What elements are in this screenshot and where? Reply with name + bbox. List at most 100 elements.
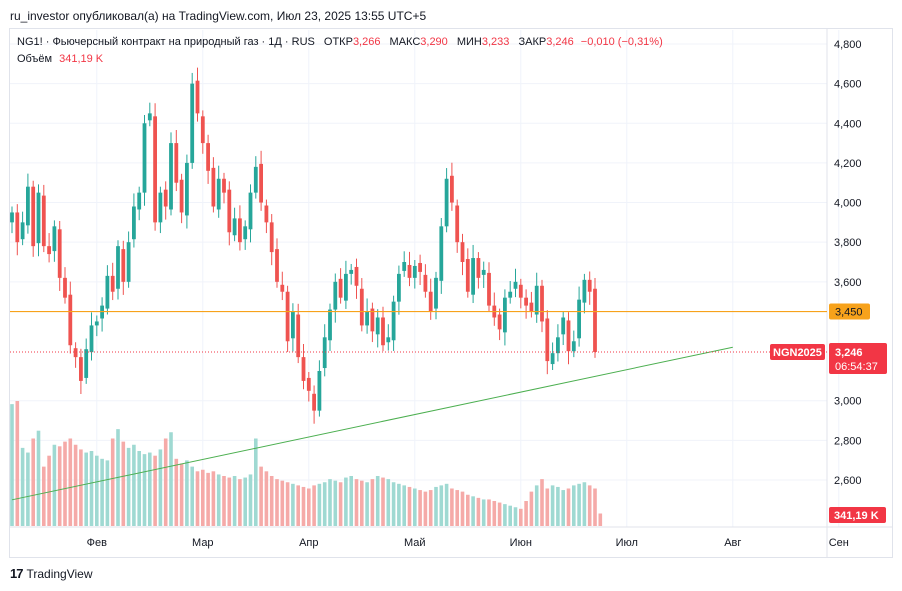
candle-body	[57, 229, 62, 278]
volume-bar	[301, 486, 306, 526]
price-tick-label: 4,800	[834, 39, 862, 51]
countdown-label: 06:54:37	[835, 361, 878, 373]
footer: 17 TradingView	[10, 566, 93, 581]
volume-bar	[259, 466, 263, 526]
candle-body	[158, 192, 163, 223]
candle-body	[174, 143, 179, 183]
candle-body	[211, 167, 216, 207]
volume-bar	[333, 480, 338, 526]
candle-body	[269, 222, 274, 253]
time-tick-label: Апр	[299, 537, 318, 549]
candle-body	[566, 320, 571, 352]
candle-body	[291, 311, 295, 339]
volume-bar	[338, 482, 343, 526]
volume-bar	[349, 476, 353, 526]
candle-body	[349, 269, 354, 274]
volume-bar	[497, 502, 502, 526]
candle-body	[524, 297, 528, 306]
candle-body	[333, 281, 338, 310]
candle-body	[20, 222, 25, 240]
price-tick-label: 4,600	[834, 79, 862, 91]
volume-bar	[381, 477, 385, 526]
candle-body	[582, 279, 587, 303]
volume-bar	[222, 476, 226, 526]
level-tag	[829, 303, 870, 320]
candle-body	[248, 192, 253, 230]
low-value: 3,233	[481, 36, 510, 48]
volume-bar	[95, 455, 99, 526]
candle-body	[359, 288, 364, 326]
time-axis: Фев Мар Апр Май Июн Июл Авг Сен	[87, 537, 849, 549]
candle-body	[418, 262, 422, 272]
time-tick-label: Фев	[87, 537, 107, 549]
volume-bar	[423, 491, 428, 526]
candle-body	[121, 249, 126, 282]
candle-body	[132, 206, 136, 240]
candle-body	[423, 274, 428, 292]
volume-bar	[15, 401, 20, 526]
volume-tag-label: 341,19 K	[834, 510, 879, 522]
volume-bar	[89, 451, 94, 526]
candle-body	[455, 205, 460, 243]
candle-body	[169, 143, 173, 210]
candle-body	[142, 123, 147, 193]
volume-bar	[63, 441, 67, 526]
candle-body	[434, 277, 438, 309]
price-tick-label: 4,200	[834, 158, 862, 170]
candle-body	[84, 349, 89, 378]
candle-body	[216, 178, 221, 210]
volume-tag	[829, 507, 886, 523]
volume-bar	[439, 485, 444, 526]
volume-bar	[254, 438, 258, 526]
volume-bar	[195, 471, 200, 526]
candle-body	[179, 179, 184, 213]
volume-bar	[566, 488, 571, 526]
price-tick-label: 2,800	[834, 435, 862, 447]
volume-bar	[466, 494, 470, 526]
candle-body	[259, 163, 263, 203]
change-value: −0,010 (−0,31%)	[580, 36, 663, 48]
price-tick-label: 3,800	[834, 237, 862, 249]
volume-bar	[391, 482, 396, 526]
volume-bar	[550, 485, 555, 526]
volume-bar	[561, 490, 565, 526]
volume-bar	[285, 482, 290, 526]
volume-bar	[121, 441, 126, 526]
candle-body	[63, 277, 67, 298]
volume-bar	[52, 444, 57, 526]
volume-bar	[269, 476, 274, 526]
volume-bar	[36, 430, 41, 526]
candle-body	[89, 325, 94, 353]
volume-bar	[407, 486, 412, 526]
volume-bar	[386, 479, 391, 526]
price-axis: 4,800 4,600 4,400 4,200 4,000 3,800 3,600 3,450…	[770, 39, 887, 523]
volume-bar	[354, 479, 359, 526]
volume-bar	[280, 480, 285, 526]
candle-body	[513, 281, 518, 289]
candle-body	[105, 275, 110, 309]
candle-body	[227, 189, 232, 233]
symbol-description: NG1! · Фьючерсный контракт на природный …	[17, 36, 315, 48]
price-tick-label: 3,000	[834, 396, 862, 408]
volume-bar	[275, 479, 279, 526]
volume-bar	[163, 438, 168, 526]
candle-body	[471, 258, 475, 295]
price-tick-label: 3,600	[834, 277, 862, 289]
candle-body	[497, 314, 502, 330]
volume-bar	[296, 485, 300, 526]
candle-body	[68, 294, 73, 346]
candle-body	[571, 341, 576, 352]
volume-bar	[471, 496, 475, 526]
candles	[10, 67, 597, 424]
legend-ohlc: NG1! · Фьючерсный контракт на природный …	[17, 36, 663, 48]
candle-body	[328, 309, 332, 341]
grid-lines	[10, 28, 892, 557]
volume-bar	[413, 488, 417, 526]
candle-body	[508, 291, 513, 298]
price-tick-label: 4,400	[834, 118, 862, 130]
volume-bar	[593, 488, 597, 526]
volume-bar	[232, 476, 237, 526]
volume-bar	[84, 452, 88, 526]
candle-body	[540, 285, 544, 322]
